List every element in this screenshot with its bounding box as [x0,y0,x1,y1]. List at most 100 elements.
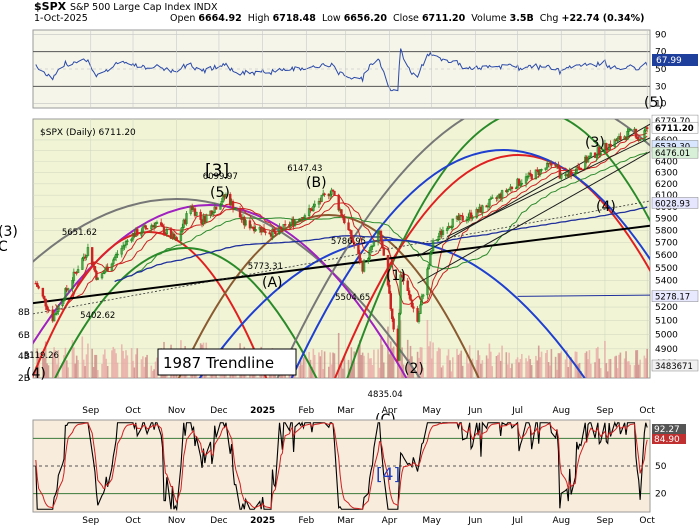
candle-body [537,169,540,176]
volume-bar [136,348,139,378]
candle-body [382,247,385,256]
volume-bar [525,358,527,378]
wave-label: (3) [585,135,605,151]
volume-bar [359,340,361,378]
volume-bar [302,357,305,378]
volume-bar [511,363,513,378]
volume-bar [57,350,60,378]
candle-body [271,228,274,237]
candle-body [409,294,412,301]
candle-body [310,208,314,212]
candle-body [120,247,123,255]
volume-bar [361,352,364,378]
candle-body [96,277,99,280]
swing-annotation: 6147.43 [287,164,322,174]
x-tick-label: Jul [511,406,523,416]
volume-bar [546,350,548,378]
candle-body [369,246,373,251]
volume-bar [537,345,540,378]
candle-body [407,290,411,296]
candle-body [467,216,470,220]
volume-bar [94,354,96,378]
volume-bar [61,364,64,378]
volume-bar [313,354,316,378]
main-legend: $SPX (Daily) 6711.20 [40,128,136,138]
candle-body [269,233,273,237]
sto-value-badge-2 [652,434,686,444]
candle-body [545,162,549,169]
volume-bar [439,348,441,378]
candle-body [372,241,376,247]
x-tick-label: 2025 [250,516,275,526]
volume-bar [416,351,419,378]
candle-body [43,295,46,300]
volume-bar [497,354,499,378]
price-tick-label: 5600 [655,251,678,261]
candle-body [506,189,509,192]
volume-bar [96,370,99,378]
volume-bar [54,350,57,378]
candle-body [588,155,591,159]
volume-bar [360,354,363,378]
volume-bar [329,352,332,378]
price-level-badge [651,197,699,209]
volume-bar [373,349,375,378]
candle-body [116,253,119,256]
volume-bar [560,351,563,378]
volume-bar [106,366,109,378]
volume-bar [629,364,632,378]
volume-bar [53,347,55,378]
volume-bar [432,342,434,378]
swing-annotation: 5402.62 [80,311,115,321]
volume-bar [488,343,491,378]
candle-body [141,226,145,233]
volume-bar [540,351,543,378]
candle-body [264,231,267,234]
sto-tick-label: 50 [655,462,667,472]
x-tick-label: Mar [337,406,354,416]
volume-bar [112,346,115,378]
volume-bar [530,365,533,378]
candle-body [114,253,118,258]
volume-bar [618,354,620,378]
candle-body [544,167,547,170]
price-tick-label: 5400 [655,277,678,287]
candle-body [461,215,464,221]
candle-body [95,270,98,280]
candle-body [268,232,271,235]
volume-bar [143,366,146,378]
volume-bar [380,338,382,378]
candle-body [586,157,590,163]
candle-body [644,127,647,132]
candle-body [54,313,57,316]
x-tick-label: Jun [467,516,482,526]
candle-body [243,216,246,226]
candle-body [181,227,184,232]
candle-body [45,305,49,310]
candle-body [440,230,443,235]
price-level-label: 6476.01 [655,149,690,159]
x-tick-label: Sep [596,516,613,526]
candle-body [616,137,619,142]
symbol: $SPX [34,0,67,13]
volume-bar [440,367,443,378]
candle-body [303,215,307,220]
volume-bar [536,360,539,378]
candle-body [451,218,454,228]
swing-annotation: 5786.95 [331,237,366,247]
price-level-label: 3483671 [655,362,693,372]
candle-body [371,245,374,248]
x-tick-label: Nov [168,516,186,526]
wave-label: (5) [210,185,230,201]
candle-body [530,174,533,180]
candle-body [471,216,474,219]
candle-body [106,266,109,271]
volume-bar [146,354,148,378]
x-tick-label: 2025 [250,406,275,416]
volume-bar [120,344,123,378]
volume-bar [378,367,381,378]
candle-body [491,197,494,199]
price-level-badge [651,359,699,372]
candle-body [67,288,70,291]
volume-bar [151,370,154,378]
